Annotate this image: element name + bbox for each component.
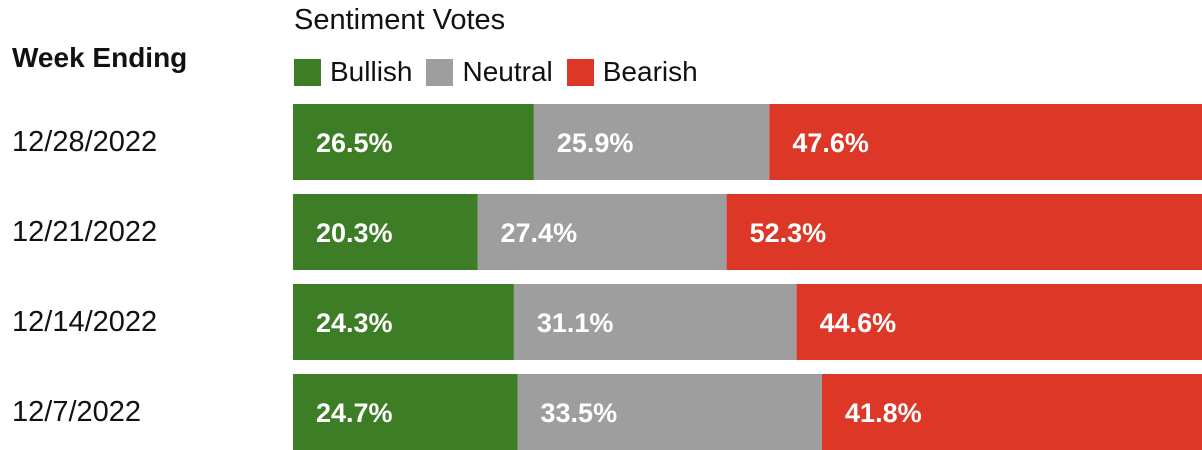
bar-label-neutral: 27.4% [501, 218, 578, 248]
bar-label-bearish: 41.8% [845, 398, 922, 428]
bar-segment-bullish [293, 374, 518, 450]
row-label-week: 12/21/2022 [12, 216, 158, 248]
bar-segment-neutral [517, 374, 823, 450]
bar-segment-neutral [513, 284, 797, 360]
row-label-week: 12/28/2022 [12, 126, 158, 158]
row-label-week: 12/7/2022 [12, 396, 142, 428]
bar-segment-bearish [726, 194, 1202, 270]
bar-segment-bearish [796, 284, 1202, 360]
legend-swatch-bullish [294, 58, 321, 86]
legend-item-bearish: Bearish [566, 56, 698, 88]
bar-segment-bullish [293, 104, 534, 180]
legend-item-neutral: Neutral [426, 56, 553, 88]
legend-label-bearish: Bearish [602, 56, 698, 87]
bar-label-bearish: 52.3% [750, 218, 827, 248]
bar-segment-neutral [477, 194, 727, 270]
bar-label-bearish: 44.6% [820, 308, 897, 338]
bar-label-neutral: 25.9% [557, 128, 634, 158]
bar-segment-bearish [769, 104, 1202, 180]
legend-swatch-bearish [566, 58, 594, 86]
legend-label-bullish: Bullish [330, 56, 413, 87]
bar-label-neutral: 31.1% [537, 308, 614, 338]
bar-label-bullish: 24.3% [316, 308, 393, 338]
bar-label-bearish: 47.6% [792, 128, 869, 158]
bar-label-bullish: 24.7% [316, 398, 393, 428]
bar-segment-bearish [822, 374, 1202, 450]
week-ending-header: Week Ending [12, 42, 188, 73]
bar-segment-neutral [533, 104, 770, 180]
bar-label-bullish: 26.5% [316, 128, 393, 158]
bar-label-neutral: 33.5% [541, 398, 618, 428]
bar-label-bullish: 20.3% [316, 218, 393, 248]
row-label-week: 12/14/2022 [12, 306, 158, 338]
legend: Bullish Neutral Bearish [294, 56, 712, 88]
legend-swatch-neutral [426, 58, 454, 86]
chart-title: Sentiment Votes [294, 4, 506, 36]
legend-label-neutral: Neutral [462, 56, 553, 87]
bar-segment-bullish [293, 194, 478, 270]
bar-segment-bullish [293, 284, 514, 360]
legend-item-bullish: Bullish [294, 56, 412, 88]
